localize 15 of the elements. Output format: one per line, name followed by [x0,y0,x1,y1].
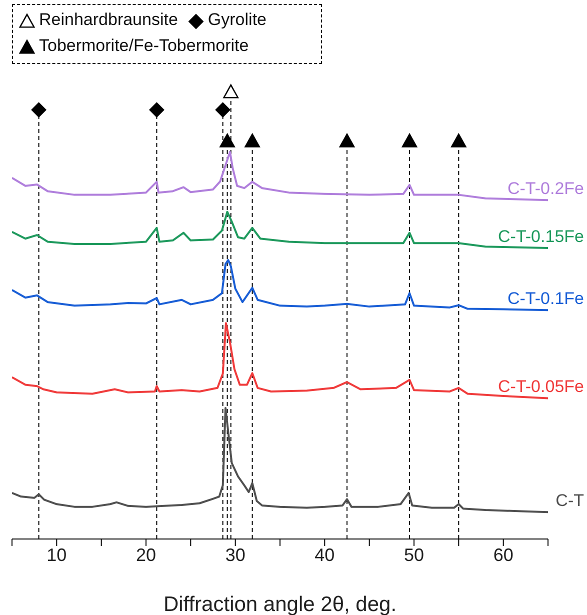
x-tick-label: 60 [493,544,514,565]
series-label: C-T-0.15Fe [498,227,584,246]
series-label: C-T-0.1Fe [507,289,584,308]
x-tick-label: 40 [314,544,335,565]
series-label: C-T-0.05Fe [498,377,584,396]
series-label: C-T-0.2Fe [507,179,584,198]
legend-label: Gyrolite [206,9,266,31]
x-tick-label: 30 [225,544,246,565]
x-axis-title: Diffraction angle 2θ, deg. [163,593,397,615]
x-tick-label: 50 [404,544,424,565]
series-label: C-T [556,491,584,510]
x-tick-label: 10 [46,544,67,565]
legend-label: Tobermorite/Fe-Tobermorite [38,35,249,57]
x-tick-label: 20 [136,544,156,565]
legend-label: Reinhardbraunsite [38,9,178,31]
